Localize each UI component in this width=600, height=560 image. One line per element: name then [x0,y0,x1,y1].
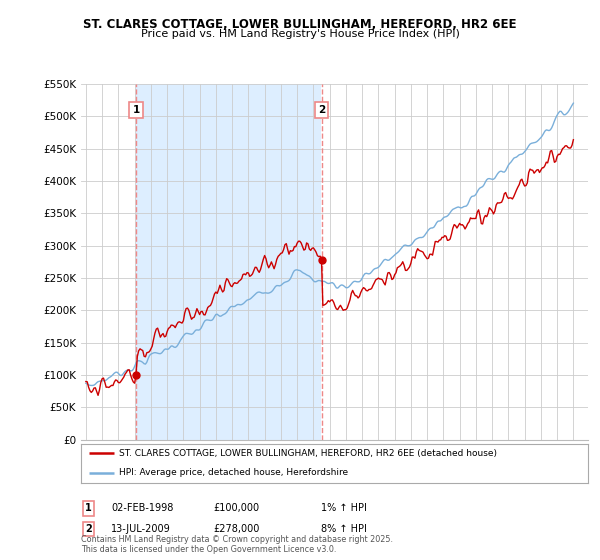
Text: 02-FEB-1998: 02-FEB-1998 [111,503,173,514]
Text: 2: 2 [318,105,325,115]
Text: £278,000: £278,000 [213,524,259,534]
Text: £100,000: £100,000 [213,503,259,514]
Text: 8% ↑ HPI: 8% ↑ HPI [321,524,367,534]
Point [131,371,141,380]
Text: Price paid vs. HM Land Registry's House Price Index (HPI): Price paid vs. HM Land Registry's House … [140,29,460,39]
Text: 13-JUL-2009: 13-JUL-2009 [111,524,171,534]
Text: HPI: Average price, detached house, Herefordshire: HPI: Average price, detached house, Here… [119,468,348,478]
Text: 1: 1 [85,503,92,514]
Text: Contains HM Land Registry data © Crown copyright and database right 2025.
This d: Contains HM Land Registry data © Crown c… [81,535,393,554]
Text: ST. CLARES COTTAGE, LOWER BULLINGHAM, HEREFORD, HR2 6EE: ST. CLARES COTTAGE, LOWER BULLINGHAM, HE… [83,18,517,31]
Point [317,255,326,264]
Text: 1% ↑ HPI: 1% ↑ HPI [321,503,367,514]
Text: 2: 2 [85,524,92,534]
Text: ST. CLARES COTTAGE, LOWER BULLINGHAM, HEREFORD, HR2 6EE (detached house): ST. CLARES COTTAGE, LOWER BULLINGHAM, HE… [119,449,497,458]
Bar [136,84,322,440]
Text: 1: 1 [133,105,140,115]
